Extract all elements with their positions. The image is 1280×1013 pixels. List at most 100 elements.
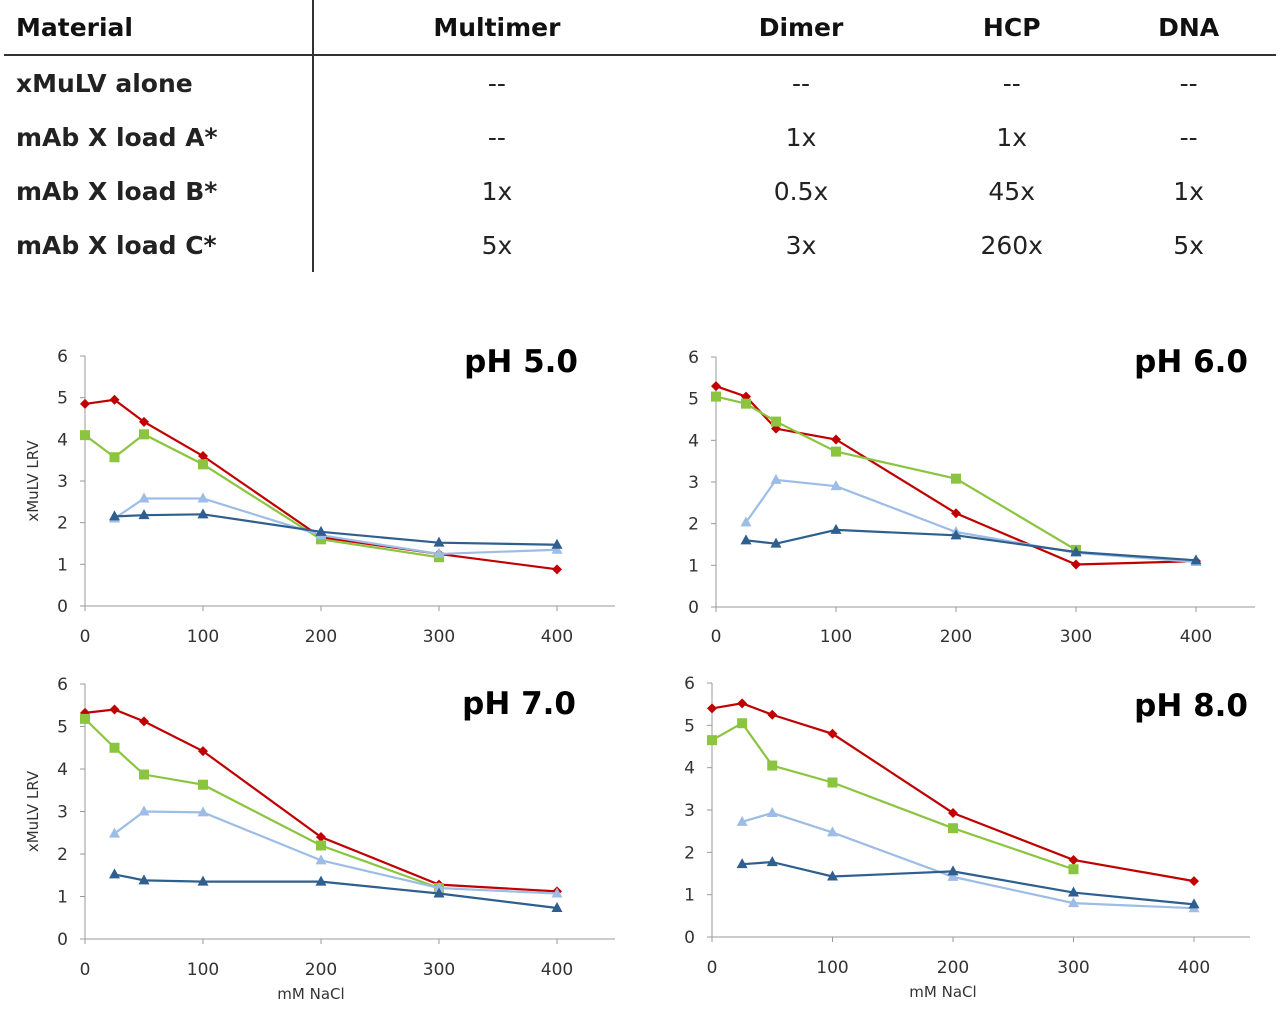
data-point [139,769,149,780]
chart-1: 0 1 2 3 4 5 6 0 100 200 300 400 pH 5.0 xMuLV LRV [24,344,615,647]
series-3 [109,805,563,898]
data-point [109,868,120,879]
data-point [109,510,120,521]
data-point [827,777,838,788]
series-line [113,497,558,556]
column-header: Dimer [679,0,923,56]
data-point [1190,554,1202,565]
table-cell: -- [1179,68,1198,98]
y-tick-label: 6 [684,674,695,694]
x-tick-label: 200 [305,960,337,980]
data-point [947,865,959,876]
data-point [740,534,752,545]
data-point [109,704,120,715]
series-4 [736,856,1200,909]
series-line [741,811,1195,910]
data-point [827,870,838,881]
chart-4: 0 1 2 3 4 5 6 0 100 200 300 400 pH 8.0 mM NaCl [684,674,1250,1001]
x-tick-label: 100 [187,960,219,980]
data-point [80,430,90,441]
data-point [197,806,209,817]
chart-title: pH 6.0 [1134,344,1248,380]
table-row: mAb X load C* 5x 3x 260x 5x [4,218,1276,272]
data-point [198,451,208,461]
x-tick-label: 200 [940,627,972,647]
series-1 [707,698,1199,887]
y-tick-label: 0 [688,598,699,618]
y-tick-label: 5 [57,389,68,409]
data-point [950,529,962,540]
x-tick-label: 200 [937,958,969,978]
series-4 [740,523,1202,565]
row-label: mAb X load C* [4,218,314,272]
y-tick-label: 1 [684,886,695,906]
data-point [138,874,150,885]
series-2 [711,391,1081,555]
data-point [316,534,326,545]
table-cell: -- [487,68,506,98]
y-tick-label: 6 [688,348,699,368]
data-point [80,713,90,724]
series-1 [80,704,562,897]
table-row: mAb X load A* -- 1x 1x -- [4,110,1276,164]
data-point [948,807,958,818]
chart-title: pH 8.0 [1134,688,1248,724]
y-axis-title: xMuLV LRV [24,770,42,852]
y-tick-label: 3 [688,473,699,493]
data-point [1068,864,1079,875]
data-point [551,901,563,912]
x-tick-label: 300 [1057,958,1089,978]
y-tick-label: 2 [684,843,695,863]
x-tick-label: 0 [80,627,91,647]
y-tick-label: 1 [57,555,68,575]
series-line [715,395,1077,551]
data-point [139,416,149,427]
table-cell: 5x [1173,230,1204,260]
data-point [138,805,150,816]
row-label: mAb X load A* [4,110,314,164]
data-point [433,547,445,558]
data-point [767,760,778,771]
y-tick-label: 5 [684,716,695,736]
series-line [742,860,1195,906]
x-tick-label: 0 [80,960,91,980]
data-point [766,806,778,817]
data-point [198,459,208,470]
table-cell: 3x [785,230,817,260]
data-point [551,887,563,898]
y-tick-label: 3 [684,801,695,821]
y-tick-label: 0 [684,928,695,948]
series-line [114,513,558,546]
summary-table-section: Material Multimer Dimer HCP DNA xMuLV al… [0,0,1280,275]
data-point [433,536,445,547]
data-point [707,703,717,714]
series-1 [80,394,562,575]
data-point [951,473,961,484]
y-tick-label: 2 [688,515,699,535]
data-point [197,508,209,519]
data-point [771,416,781,427]
data-point [433,887,445,898]
row-label: mAb X load B* [4,164,314,218]
data-point [736,858,748,869]
table-cell: -- [487,122,506,152]
chart-title: pH 5.0 [464,344,578,380]
series-4 [109,868,563,912]
table-cell: 1x [481,176,513,206]
table-cell: -- [1179,122,1198,152]
data-point [80,398,90,409]
data-point [1189,876,1199,887]
data-point [741,398,751,409]
table-cell: 1x [996,122,1028,152]
x-tick-label: 400 [1180,627,1212,647]
data-point [1068,854,1079,865]
table-cell: 0.5x [773,176,829,206]
data-point [109,394,120,405]
series-1 [711,381,1201,570]
data-point [1068,897,1079,908]
table-row: xMuLV alone -- -- -- -- [4,55,1276,110]
y-tick-label: 1 [688,556,699,576]
chart-title: pH 7.0 [462,686,576,722]
series-line [711,721,1074,871]
